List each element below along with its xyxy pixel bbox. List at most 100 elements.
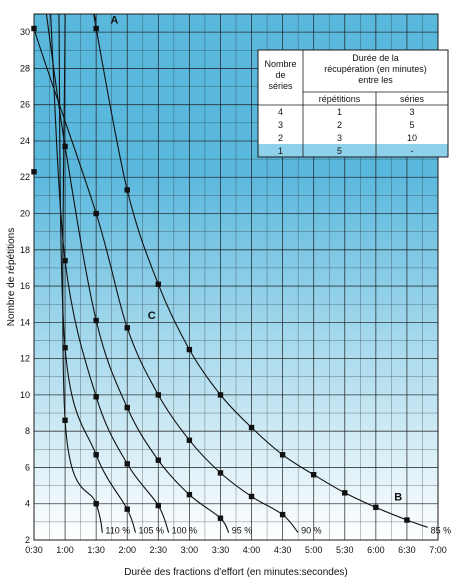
y-tick-label: 4	[25, 499, 30, 509]
curve-label: 100 %	[172, 526, 198, 536]
table-header-series: Nombre	[264, 59, 296, 69]
y-tick-label: 2	[25, 535, 30, 545]
y-tick-label: 16	[20, 281, 30, 291]
table-cell: 3	[337, 133, 342, 143]
data-point	[93, 501, 99, 507]
x-tick-label: 2:30	[150, 545, 168, 555]
data-point	[248, 424, 255, 431]
y-axis-title: Nombre de répétitions	[6, 228, 17, 326]
x-tick-label: 1:30	[87, 545, 105, 555]
x-axis-title: Durée des fractions d'effort (en minutes…	[124, 567, 348, 578]
table-cell: 1	[337, 107, 342, 117]
data-point	[124, 404, 130, 411]
data-point	[93, 394, 99, 400]
axis-ticks: 0:30 1:00 1:30 2:00 2:30 3:00 3:30 4:00 4:30 5:00…	[20, 27, 447, 555]
table-header-series: de	[275, 70, 285, 80]
data-point	[186, 491, 193, 498]
data-point	[62, 417, 68, 423]
x-tick-label: 3:30	[212, 545, 230, 555]
data-point	[310, 472, 317, 478]
table-cell: 3	[409, 107, 414, 117]
table-cell: 4	[278, 107, 283, 117]
data-point	[93, 317, 99, 324]
data-point	[155, 281, 162, 287]
plot-frame	[33, 13, 439, 541]
x-tick-label: 4:00	[243, 545, 261, 555]
y-tick-label: 24	[20, 136, 30, 146]
data-point	[155, 457, 162, 463]
y-tick-label: 18	[20, 245, 30, 255]
data-point	[342, 490, 348, 496]
curve-label: 105 %	[139, 526, 165, 536]
y-tick-label: 6	[25, 462, 30, 472]
data-point	[93, 210, 99, 217]
grid	[33, 13, 439, 541]
table-cell: 5	[409, 120, 414, 130]
x-tick-label: 5:30	[336, 545, 354, 555]
table-border	[257, 49, 449, 158]
table-cell: 2	[278, 133, 283, 143]
data-point	[93, 452, 99, 458]
table-cell: 2	[337, 120, 342, 130]
data-point	[217, 515, 224, 521]
data-point	[404, 517, 410, 523]
data-point	[62, 143, 68, 150]
annotation-letter: A	[110, 14, 118, 26]
y-tick-label: 14	[20, 317, 30, 327]
table-subheader-series: séries	[400, 94, 425, 104]
table-cell: 5	[337, 146, 342, 156]
data-point	[62, 345, 68, 351]
y-tick-label: 10	[20, 390, 30, 400]
data-point	[279, 511, 286, 518]
y-tick-label: 8	[25, 426, 30, 436]
y-tick-label: 30	[20, 27, 30, 37]
data-point	[124, 187, 130, 193]
table-header-series: séries	[268, 81, 293, 91]
data-point	[373, 504, 379, 511]
x-tick-label: 1:00	[56, 545, 74, 555]
table-header-recovery: récupération (en minutes)	[324, 64, 427, 74]
table-cell: 10	[407, 133, 417, 143]
x-tick-label: 3:00	[181, 545, 199, 555]
table-header-recovery: Durée de la	[352, 53, 399, 63]
curve-label: 95 %	[232, 526, 253, 536]
data-point	[155, 392, 162, 398]
data-point	[124, 461, 130, 467]
data-point	[62, 257, 68, 264]
data-point	[248, 493, 255, 500]
x-tick-label: 7:00	[429, 545, 447, 555]
y-tick-label: 20	[20, 209, 30, 219]
table-cell: 1	[278, 146, 283, 156]
data-point	[93, 25, 99, 32]
data-point	[124, 325, 130, 331]
data-point	[31, 25, 37, 32]
markers	[31, 25, 410, 523]
table-highlight-row	[258, 144, 448, 157]
annotation-letter: C	[148, 310, 156, 322]
y-tick-label: 28	[20, 63, 30, 73]
data-point	[279, 452, 286, 458]
data-point	[186, 437, 193, 443]
curve-labels: 110 % 105 % 100 % 95 % 90 % 85 % A B C	[105, 14, 451, 535]
y-tick-label: 22	[20, 172, 30, 182]
table-cell: -	[411, 146, 414, 156]
data-point	[31, 169, 37, 175]
y-tick-label: 12	[20, 354, 30, 364]
curve-label: 85 %	[431, 526, 452, 536]
data-point	[186, 346, 193, 353]
table-header-recovery: entre les	[358, 75, 393, 85]
data-point	[155, 502, 162, 509]
x-tick-label: 0:30	[25, 545, 43, 555]
data-point	[217, 470, 224, 476]
y-tick-label: 26	[20, 100, 30, 110]
curve-label: 110 %	[105, 526, 130, 536]
x-tick-label: 6:00	[367, 545, 385, 555]
table-cell: 3	[278, 120, 283, 130]
x-tick-label: 2:00	[118, 545, 136, 555]
curve-label: 90 %	[301, 526, 322, 536]
x-tick-label: 4:30	[274, 545, 292, 555]
data-point	[217, 392, 224, 398]
x-tick-label: 5:00	[305, 545, 323, 555]
